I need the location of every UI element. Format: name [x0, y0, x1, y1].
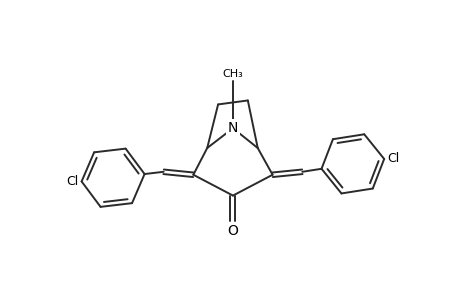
Text: Cl: Cl: [66, 175, 78, 188]
Text: O: O: [227, 224, 238, 238]
Text: N: N: [227, 121, 238, 135]
Text: CH₃: CH₃: [222, 69, 243, 79]
Text: Cl: Cl: [386, 152, 398, 166]
